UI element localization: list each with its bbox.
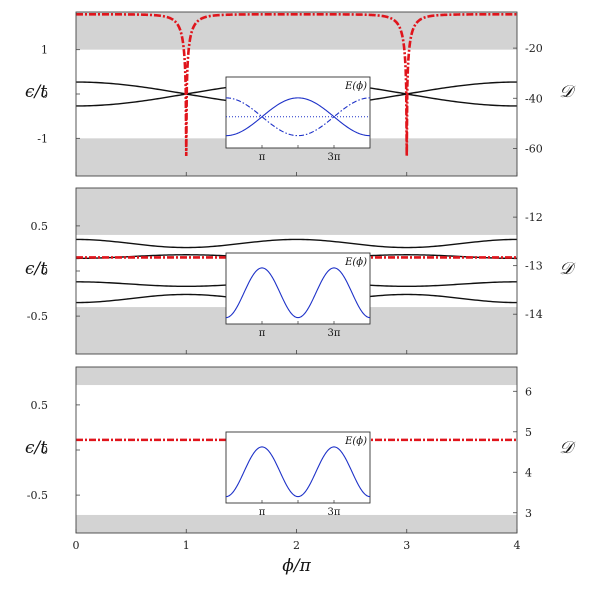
inset-middle: π 3π E(ϕ) xyxy=(225,252,371,339)
left-tick-label: 1 xyxy=(41,44,48,57)
x-tick-label: 2 xyxy=(293,539,300,552)
inset-curve-solid xyxy=(225,446,371,498)
y-axis-label-right: 𝒟 xyxy=(559,438,576,458)
left-tick-label: 0.5 xyxy=(31,220,49,233)
gap-band-1 xyxy=(76,514,517,533)
gap-band-0 xyxy=(76,188,517,235)
y-axis-label-right: 𝒟 xyxy=(559,259,576,279)
right-tick-label: 6 xyxy=(525,385,532,398)
left-tick-label: 0 xyxy=(41,265,48,278)
inset-curve-solid xyxy=(225,267,371,319)
inset-x-tick-label: π xyxy=(259,328,266,339)
left-tick-label: -0.5 xyxy=(27,489,48,502)
right-tick-label: 5 xyxy=(525,426,532,439)
x-axis-label: ϕ/π xyxy=(282,556,311,576)
left-tick-label: 0.5 xyxy=(31,399,49,412)
inset-frame xyxy=(225,252,371,325)
band-curve-0 xyxy=(75,238,518,249)
right-tick-label: -60 xyxy=(525,142,543,155)
inset-x-tick-label: 3π xyxy=(328,328,341,339)
right-tick-label: 4 xyxy=(525,466,532,479)
inset-x-tick-label: π xyxy=(259,507,266,518)
right-tick-label: -40 xyxy=(525,92,543,105)
inset-top: π 3π E(ϕ) xyxy=(225,76,371,163)
left-tick-label: 0 xyxy=(41,444,48,457)
y-axis-label-right: 𝒟 xyxy=(559,82,576,102)
inset-x-tick-label: 3π xyxy=(328,152,341,163)
inset-x-tick-label: 3π xyxy=(328,507,341,518)
gap-band-0 xyxy=(76,367,517,386)
y-axis-label-left: ϵ/t xyxy=(25,438,47,458)
inset-curve-dashdot xyxy=(225,97,371,137)
x-tick-label: 3 xyxy=(403,539,410,552)
y-axis-label-left: ϵ/t xyxy=(25,259,47,279)
right-tick-label: -20 xyxy=(525,42,543,55)
right-tick-label: -13 xyxy=(525,260,543,273)
inset-frame xyxy=(225,76,371,149)
panel-bottom: 0.5 0 -0.5 6 5 4 3 0 1 2 3 4 ϵ/t 𝒟ϕ/π π 3π E(ϕ) xyxy=(25,366,576,576)
inset-curve-solid xyxy=(225,97,371,137)
right-tick-label: -14 xyxy=(525,308,543,321)
panel-top: 1 0 -1 -20 -40 -60 ϵ/t 𝒟π 3π E(ϕ) xyxy=(25,11,576,177)
gap-band-0 xyxy=(76,12,517,50)
left-tick-label: -0.5 xyxy=(27,310,48,323)
x-tick-label: 0 xyxy=(73,539,80,552)
x-tick-label: 4 xyxy=(514,539,521,552)
inset-x-tick-label: π xyxy=(259,152,266,163)
right-tick-label: -12 xyxy=(525,211,543,224)
d-series-line xyxy=(76,12,517,156)
x-tick-label: 1 xyxy=(183,539,190,552)
inset-title: E(ϕ) xyxy=(344,81,367,92)
panel-middle: 0.5 0 -0.5 -12 -13 -14 ϵ/t 𝒟π 3π E(ϕ) xyxy=(25,187,576,355)
right-tick-label: 3 xyxy=(525,507,532,520)
inset-bottom: π 3π E(ϕ) xyxy=(225,431,371,518)
inset-title: E(ϕ) xyxy=(344,257,367,268)
y-axis-label-left: ϵ/t xyxy=(25,82,47,102)
left-tick-label: 0 xyxy=(41,88,48,101)
left-tick-label: -1 xyxy=(37,132,48,145)
inset-frame xyxy=(225,431,371,504)
inset-title: E(ϕ) xyxy=(344,436,367,447)
